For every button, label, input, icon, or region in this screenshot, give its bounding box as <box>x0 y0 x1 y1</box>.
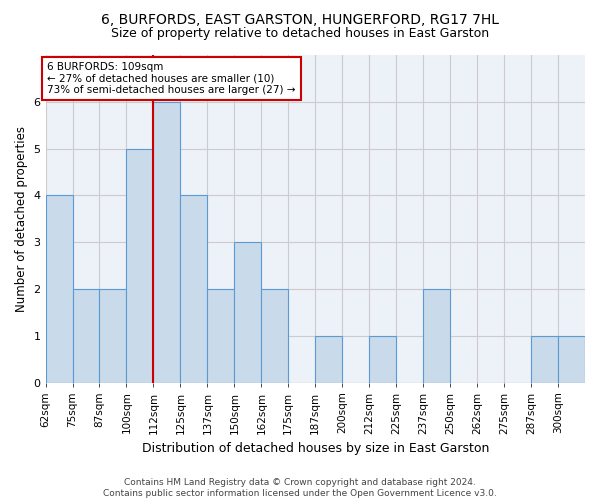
Bar <box>423 289 450 382</box>
Bar <box>46 196 73 382</box>
Bar <box>100 289 127 382</box>
Text: Size of property relative to detached houses in East Garston: Size of property relative to detached ho… <box>111 28 489 40</box>
Bar <box>558 336 585 382</box>
Bar <box>235 242 262 382</box>
Bar <box>73 289 100 382</box>
Bar <box>154 102 181 382</box>
Text: 6, BURFORDS, EAST GARSTON, HUNGERFORD, RG17 7HL: 6, BURFORDS, EAST GARSTON, HUNGERFORD, R… <box>101 12 499 26</box>
Bar <box>369 336 396 382</box>
Bar <box>262 289 288 382</box>
Text: Contains HM Land Registry data © Crown copyright and database right 2024.
Contai: Contains HM Land Registry data © Crown c… <box>103 478 497 498</box>
Bar <box>208 289 235 382</box>
Text: 6 BURFORDS: 109sqm
← 27% of detached houses are smaller (10)
73% of semi-detache: 6 BURFORDS: 109sqm ← 27% of detached hou… <box>47 62 295 95</box>
Bar <box>531 336 558 382</box>
Y-axis label: Number of detached properties: Number of detached properties <box>15 126 28 312</box>
Bar <box>181 196 208 382</box>
Bar <box>127 148 154 382</box>
Bar <box>315 336 342 382</box>
X-axis label: Distribution of detached houses by size in East Garston: Distribution of detached houses by size … <box>142 442 489 455</box>
